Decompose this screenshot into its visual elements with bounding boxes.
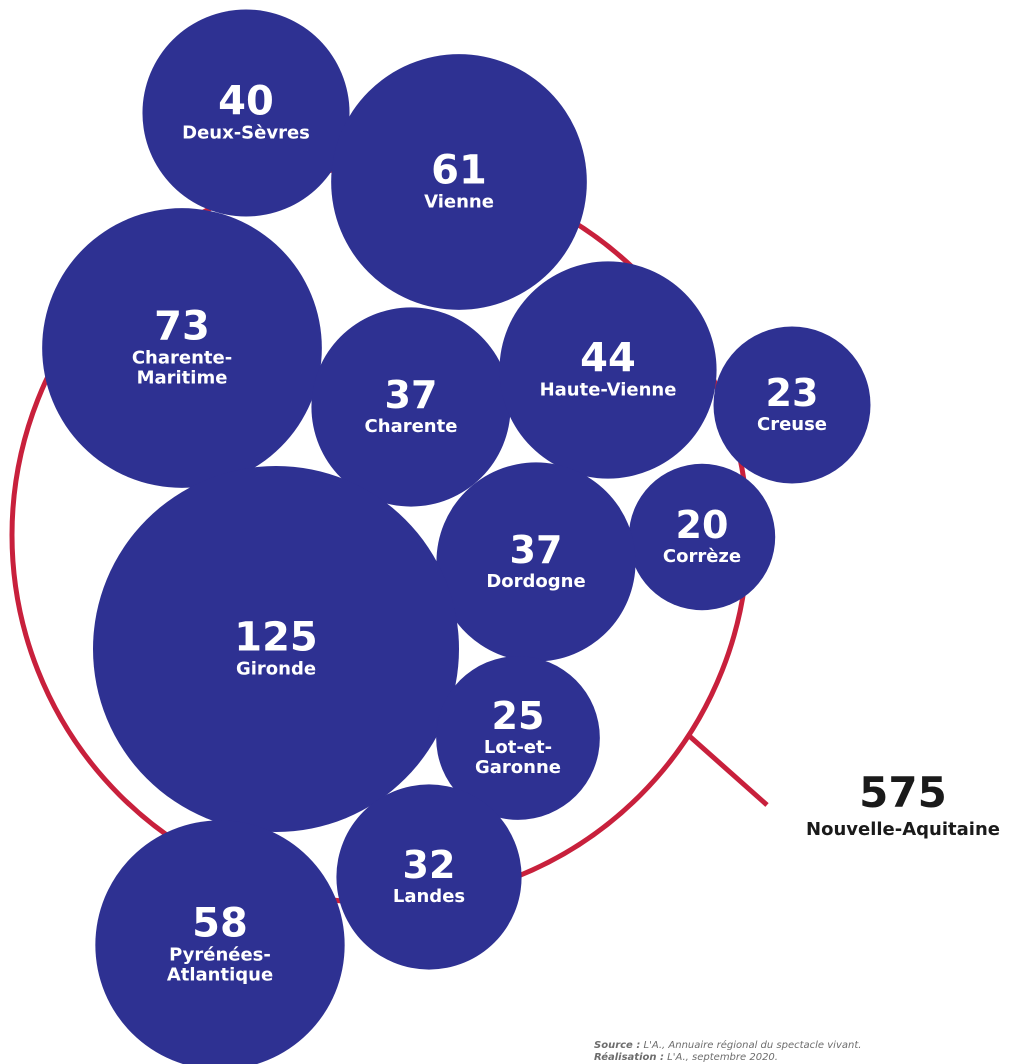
bubble-label: Atlantique <box>167 965 273 986</box>
bubble-value: 58 <box>192 901 248 947</box>
source-note: Source : L'A., Annuaire régional du spec… <box>594 1040 1014 1064</box>
bubble-value: 23 <box>766 371 819 415</box>
bubble-label: Corrèze <box>663 546 741 567</box>
bubble-circle <box>499 261 717 479</box>
bubble-label: Gironde <box>236 659 316 680</box>
total-value: 575 <box>859 768 947 817</box>
total-label: Nouvelle-Aquitaine <box>806 819 1000 840</box>
bubble-label: Charente <box>365 416 458 437</box>
bubble-value: 20 <box>676 503 729 547</box>
bubble-label: Maritime <box>137 368 228 389</box>
bubble-value: 25 <box>492 694 545 738</box>
bubble-label: Landes <box>393 886 465 907</box>
bubble-value: 44 <box>580 336 636 382</box>
bubble-label: Dordogne <box>486 571 585 592</box>
bubble-circle <box>336 784 522 970</box>
bubble-label: Vienne <box>424 192 494 213</box>
bubble-value: 73 <box>154 304 210 350</box>
bubble-value: 125 <box>234 615 318 661</box>
bubble-value: 32 <box>403 843 456 887</box>
bubble-circle <box>142 9 350 217</box>
bubble-circle <box>713 326 871 484</box>
bubble-circle <box>436 462 636 662</box>
bubble-label: Deux-Sèvres <box>182 123 310 144</box>
bubble-circle <box>331 54 587 310</box>
bubble-value: 61 <box>431 148 487 194</box>
credit-line: Réalisation : L'A., septembre 2020. <box>594 1052 778 1063</box>
bubble-circle <box>436 656 600 820</box>
bubble-label: Pyrénées- <box>169 945 271 966</box>
bubble-circle <box>628 463 776 611</box>
bubble-circle <box>311 307 511 507</box>
bubble-label: Creuse <box>757 414 827 435</box>
source-line: Source : L'A., Annuaire régional du spec… <box>594 1040 862 1051</box>
bubble-label: Charente- <box>132 348 232 369</box>
bubble-label: Lot-et- <box>484 737 552 758</box>
total-pointer-line <box>686 733 769 807</box>
bubble-value: 37 <box>385 373 438 417</box>
bubbles-group: 40Deux-Sèvres61Vienne73Charente-Maritime… <box>42 9 871 1064</box>
bubble-label: Haute-Vienne <box>540 380 677 401</box>
bubble-circle <box>42 208 322 488</box>
bubble-label: Garonne <box>475 757 561 778</box>
bubble-circle <box>93 466 459 832</box>
bubble-value: 37 <box>510 528 563 572</box>
bubble-circle <box>95 820 345 1064</box>
bubble-value: 40 <box>218 79 274 125</box>
